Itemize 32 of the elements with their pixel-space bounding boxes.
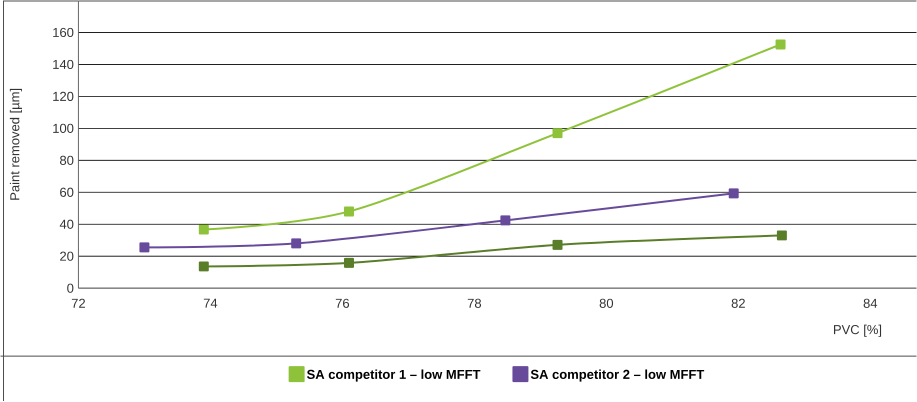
y-tick-label: 0 — [67, 284, 74, 293]
point — [198, 262, 209, 272]
y-tick-label: 80 — [60, 156, 74, 166]
x-tick-label: 82 — [732, 298, 745, 308]
x-tick-label: 72 — [72, 298, 85, 308]
legend-label: SA competitor 1 – low MFFT — [306, 370, 480, 382]
y-tick-label: 60 — [60, 188, 74, 198]
y-tick-label: 20 — [60, 252, 74, 262]
x-tick-label: 76 — [336, 298, 350, 308]
y-tick-label: 40 — [60, 220, 74, 230]
point — [776, 40, 786, 50]
point — [728, 188, 739, 199]
point — [552, 128, 563, 138]
point — [139, 242, 150, 253]
y-axis-title: Paint removed [µm] — [10, 89, 22, 200]
y-tick-label: 100 — [53, 124, 74, 134]
point — [344, 206, 354, 217]
legend-label: SA competitor 2 – low MFFT — [530, 370, 704, 382]
x-tick-label: 84 — [864, 298, 878, 308]
point — [500, 216, 510, 226]
point — [344, 258, 354, 268]
x-tick-label: 80 — [600, 298, 614, 308]
point — [291, 238, 302, 249]
y-tick-label: 120 — [53, 92, 74, 102]
point — [552, 240, 563, 250]
y-tick-label: 160 — [53, 28, 74, 38]
x-tick-label: 74 — [204, 298, 218, 308]
point — [198, 224, 209, 235]
x-axis-title: PVC [%] — [834, 324, 882, 337]
x-tick-label: 78 — [468, 298, 482, 308]
point — [776, 230, 787, 241]
y-tick-label: 140 — [53, 60, 74, 70]
